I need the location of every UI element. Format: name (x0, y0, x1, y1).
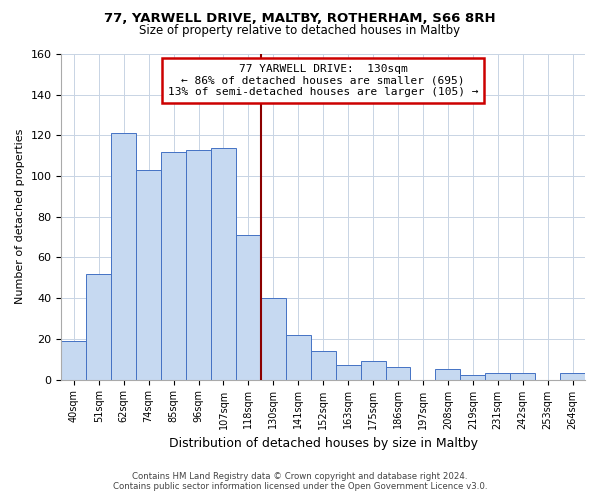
Bar (161, 152, 186, 380)
Bar (86, 274, 111, 380)
Y-axis label: Number of detached properties: Number of detached properties (15, 129, 25, 304)
Bar (211, 148, 236, 380)
Bar (361, 362, 386, 380)
Bar (311, 351, 335, 380)
Title: Size of property relative to detached houses in Maltby: Size of property relative to detached ho… (0, 499, 1, 500)
Bar (186, 150, 211, 380)
Bar (510, 374, 535, 380)
Text: Size of property relative to detached houses in Maltby: Size of property relative to detached ho… (139, 24, 461, 37)
Bar (261, 298, 286, 380)
Bar (335, 366, 361, 380)
Bar (61, 341, 86, 380)
Bar (485, 374, 510, 380)
Bar (560, 374, 585, 380)
Bar (436, 370, 460, 380)
Bar (286, 335, 311, 380)
Bar (386, 368, 410, 380)
Text: 77, YARWELL DRIVE, MALTBY, ROTHERHAM, S66 8RH: 77, YARWELL DRIVE, MALTBY, ROTHERHAM, S6… (104, 12, 496, 26)
Bar (111, 134, 136, 380)
Bar (460, 376, 485, 380)
Bar (136, 170, 161, 380)
Text: Contains HM Land Registry data © Crown copyright and database right 2024.
Contai: Contains HM Land Registry data © Crown c… (113, 472, 487, 491)
X-axis label: Distribution of detached houses by size in Maltby: Distribution of detached houses by size … (169, 437, 478, 450)
Text: 77 YARWELL DRIVE:  130sqm
← 86% of detached houses are smaller (695)
13% of semi: 77 YARWELL DRIVE: 130sqm ← 86% of detach… (168, 64, 478, 97)
Bar (236, 235, 261, 380)
